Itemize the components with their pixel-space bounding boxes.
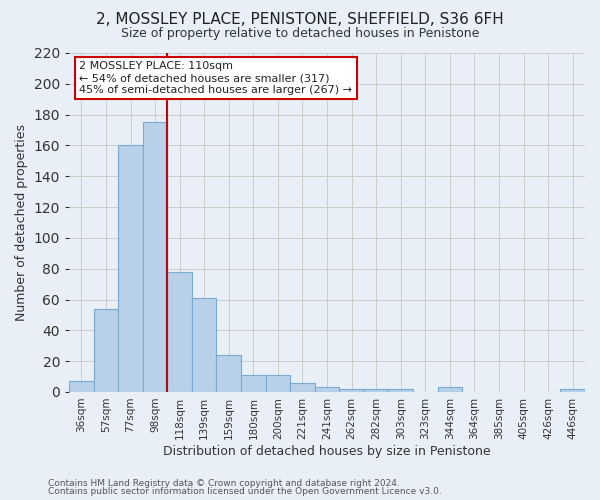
- Text: Size of property relative to detached houses in Penistone: Size of property relative to detached ho…: [121, 28, 479, 40]
- X-axis label: Distribution of detached houses by size in Penistone: Distribution of detached houses by size …: [163, 444, 491, 458]
- Bar: [560, 389, 585, 392]
- Y-axis label: Number of detached properties: Number of detached properties: [15, 124, 28, 321]
- Bar: [266, 375, 290, 392]
- Bar: [388, 389, 413, 392]
- Bar: [69, 381, 94, 392]
- Bar: [340, 389, 364, 392]
- Bar: [437, 388, 462, 392]
- Bar: [94, 309, 118, 392]
- Text: 2 MOSSLEY PLACE: 110sqm
← 54% of detached houses are smaller (317)
45% of semi-d: 2 MOSSLEY PLACE: 110sqm ← 54% of detache…: [79, 62, 352, 94]
- Bar: [167, 272, 192, 392]
- Bar: [217, 355, 241, 392]
- Bar: [364, 389, 388, 392]
- Bar: [143, 122, 167, 392]
- Text: Contains public sector information licensed under the Open Government Licence v3: Contains public sector information licen…: [48, 487, 442, 496]
- Bar: [118, 146, 143, 392]
- Text: 2, MOSSLEY PLACE, PENISTONE, SHEFFIELD, S36 6FH: 2, MOSSLEY PLACE, PENISTONE, SHEFFIELD, …: [96, 12, 504, 28]
- Bar: [241, 375, 266, 392]
- Bar: [290, 382, 315, 392]
- Bar: [192, 298, 217, 392]
- Text: Contains HM Land Registry data © Crown copyright and database right 2024.: Contains HM Land Registry data © Crown c…: [48, 478, 400, 488]
- Bar: [315, 388, 340, 392]
